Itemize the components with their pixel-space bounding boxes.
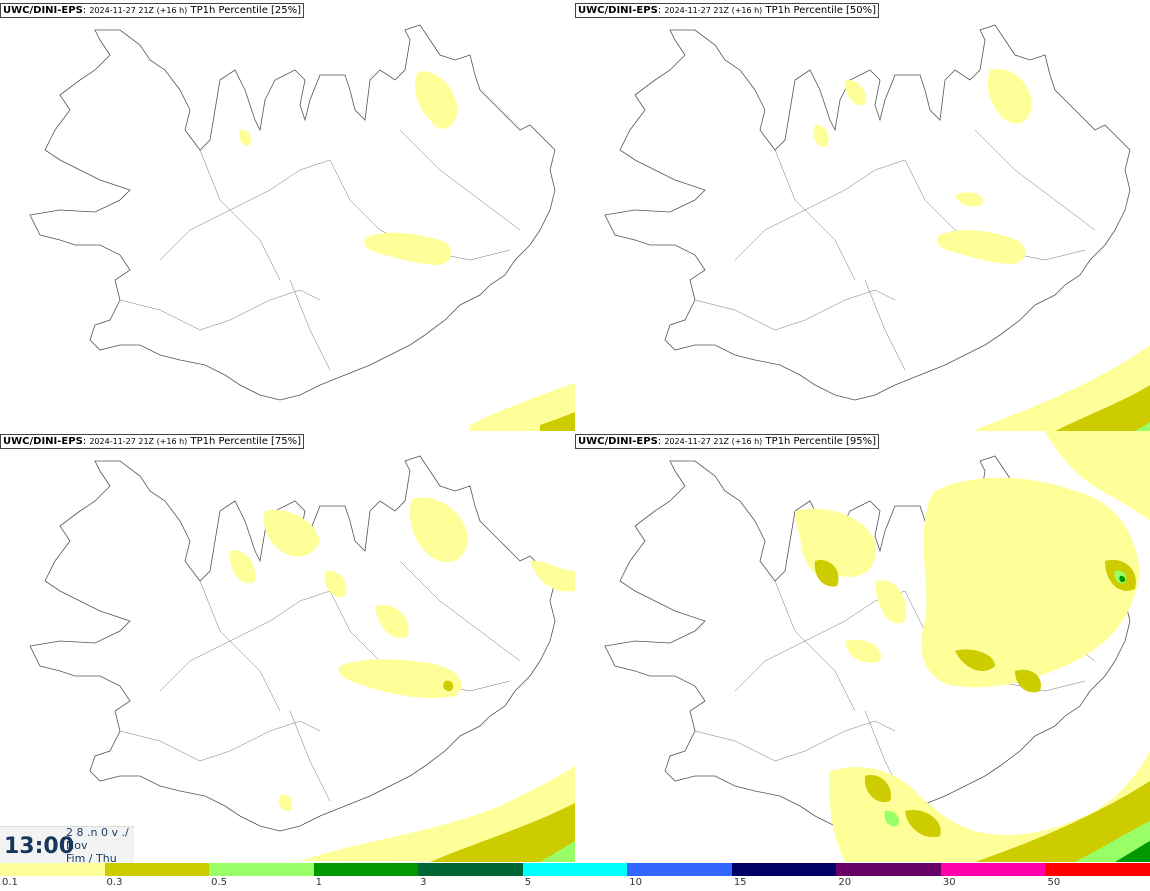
legend-swatch xyxy=(313,863,419,876)
valid-time-box: 13:00 2 8 .n 0 v ./ Nov Fim / Thu xyxy=(0,826,134,865)
legend-tick-label: 30 xyxy=(942,877,956,888)
legend-swatch xyxy=(522,863,628,876)
run-time: 2024-11-27 21Z (+16 h) xyxy=(664,6,763,15)
legend-tick-label: 0.1 xyxy=(2,877,18,888)
model-name: UWC/DINI-EPS xyxy=(3,5,83,16)
field-name: TP1h Percentile [75%] xyxy=(190,436,302,447)
legend-tick-label: 1 xyxy=(315,877,322,888)
legend-tick-label: 10 xyxy=(629,877,642,888)
precipitation-legend xyxy=(0,863,1150,876)
legend-swatch xyxy=(418,863,524,876)
run-time: 2024-11-27 21Z (+16 h) xyxy=(664,437,763,446)
panel-title: UWC/DINI-EPS: 2024-11-27 21Z (+16 h) TP1… xyxy=(575,3,880,18)
field-name: TP1h Percentile [95%] xyxy=(765,436,877,447)
legend-swatch xyxy=(940,863,1046,876)
valid-hour: 13:00 xyxy=(4,834,75,859)
valid-month: Nov xyxy=(66,839,88,852)
legend-tick-label: 0.3 xyxy=(106,877,123,888)
legend-swatch xyxy=(731,863,837,876)
model-name: UWC/DINI-EPS xyxy=(3,436,83,447)
valid-weekday: Fim / Thu xyxy=(66,852,117,865)
map-95-svg xyxy=(604,431,1150,862)
model-name: UWC/DINI-EPS xyxy=(578,436,658,447)
field-name: TP1h Percentile [25%] xyxy=(190,5,302,16)
map-panel-50: UWC/DINI-EPS: 2024-11-27 21Z (+16 h) TP1… xyxy=(575,0,1150,431)
map-panel-25: UWC/DINI-EPS: 2024-11-27 21Z (+16 h) TP1… xyxy=(0,0,575,431)
panel-title: UWC/DINI-EPS: 2024-11-27 21Z (+16 h) TP1… xyxy=(0,434,305,449)
map-25-svg xyxy=(29,24,575,431)
map-panel-95: UWC/DINI-EPS: 2024-11-27 21Z (+16 h) TP1… xyxy=(575,431,1150,862)
panel-title: UWC/DINI-EPS: 2024-11-27 21Z (+16 h) TP1… xyxy=(575,434,880,449)
legend-tick-label: 3 xyxy=(420,877,427,888)
legend-swatch xyxy=(1045,863,1150,876)
map-50-svg xyxy=(604,24,1150,431)
map-75-svg xyxy=(29,455,575,862)
run-time: 2024-11-27 21Z (+16 h) xyxy=(89,6,188,15)
legend-tick-label: 5 xyxy=(524,877,532,888)
legend-swatch xyxy=(627,863,733,876)
map-panel-75: UWC/DINI-EPS: 2024-11-27 21Z (+16 h) TP1… xyxy=(0,431,575,862)
panel-title: UWC/DINI-EPS: 2024-11-27 21Z (+16 h) TP1… xyxy=(0,3,305,18)
legend-swatch xyxy=(836,863,942,876)
legend-tick-label: 0.5 xyxy=(211,877,227,888)
model-name: UWC/DINI-EPS xyxy=(578,5,658,16)
legend-tick-label: 50 xyxy=(1047,877,1061,888)
legend-tick-labels: 0.1 0.3 0.5 1 3 5 10 15 20 30 50 xyxy=(0,876,1150,891)
legend-tick-label: 20 xyxy=(838,877,852,888)
legend-tick-label: 15 xyxy=(733,877,747,888)
legend-swatch xyxy=(209,863,315,876)
valid-date: 2 8 .n 0 v ./ xyxy=(66,826,129,839)
legend-swatch xyxy=(104,863,210,876)
field-name: TP1h Percentile [50%] xyxy=(765,5,877,16)
run-time: 2024-11-27 21Z (+16 h) xyxy=(89,437,188,446)
legend-swatch xyxy=(0,863,105,876)
